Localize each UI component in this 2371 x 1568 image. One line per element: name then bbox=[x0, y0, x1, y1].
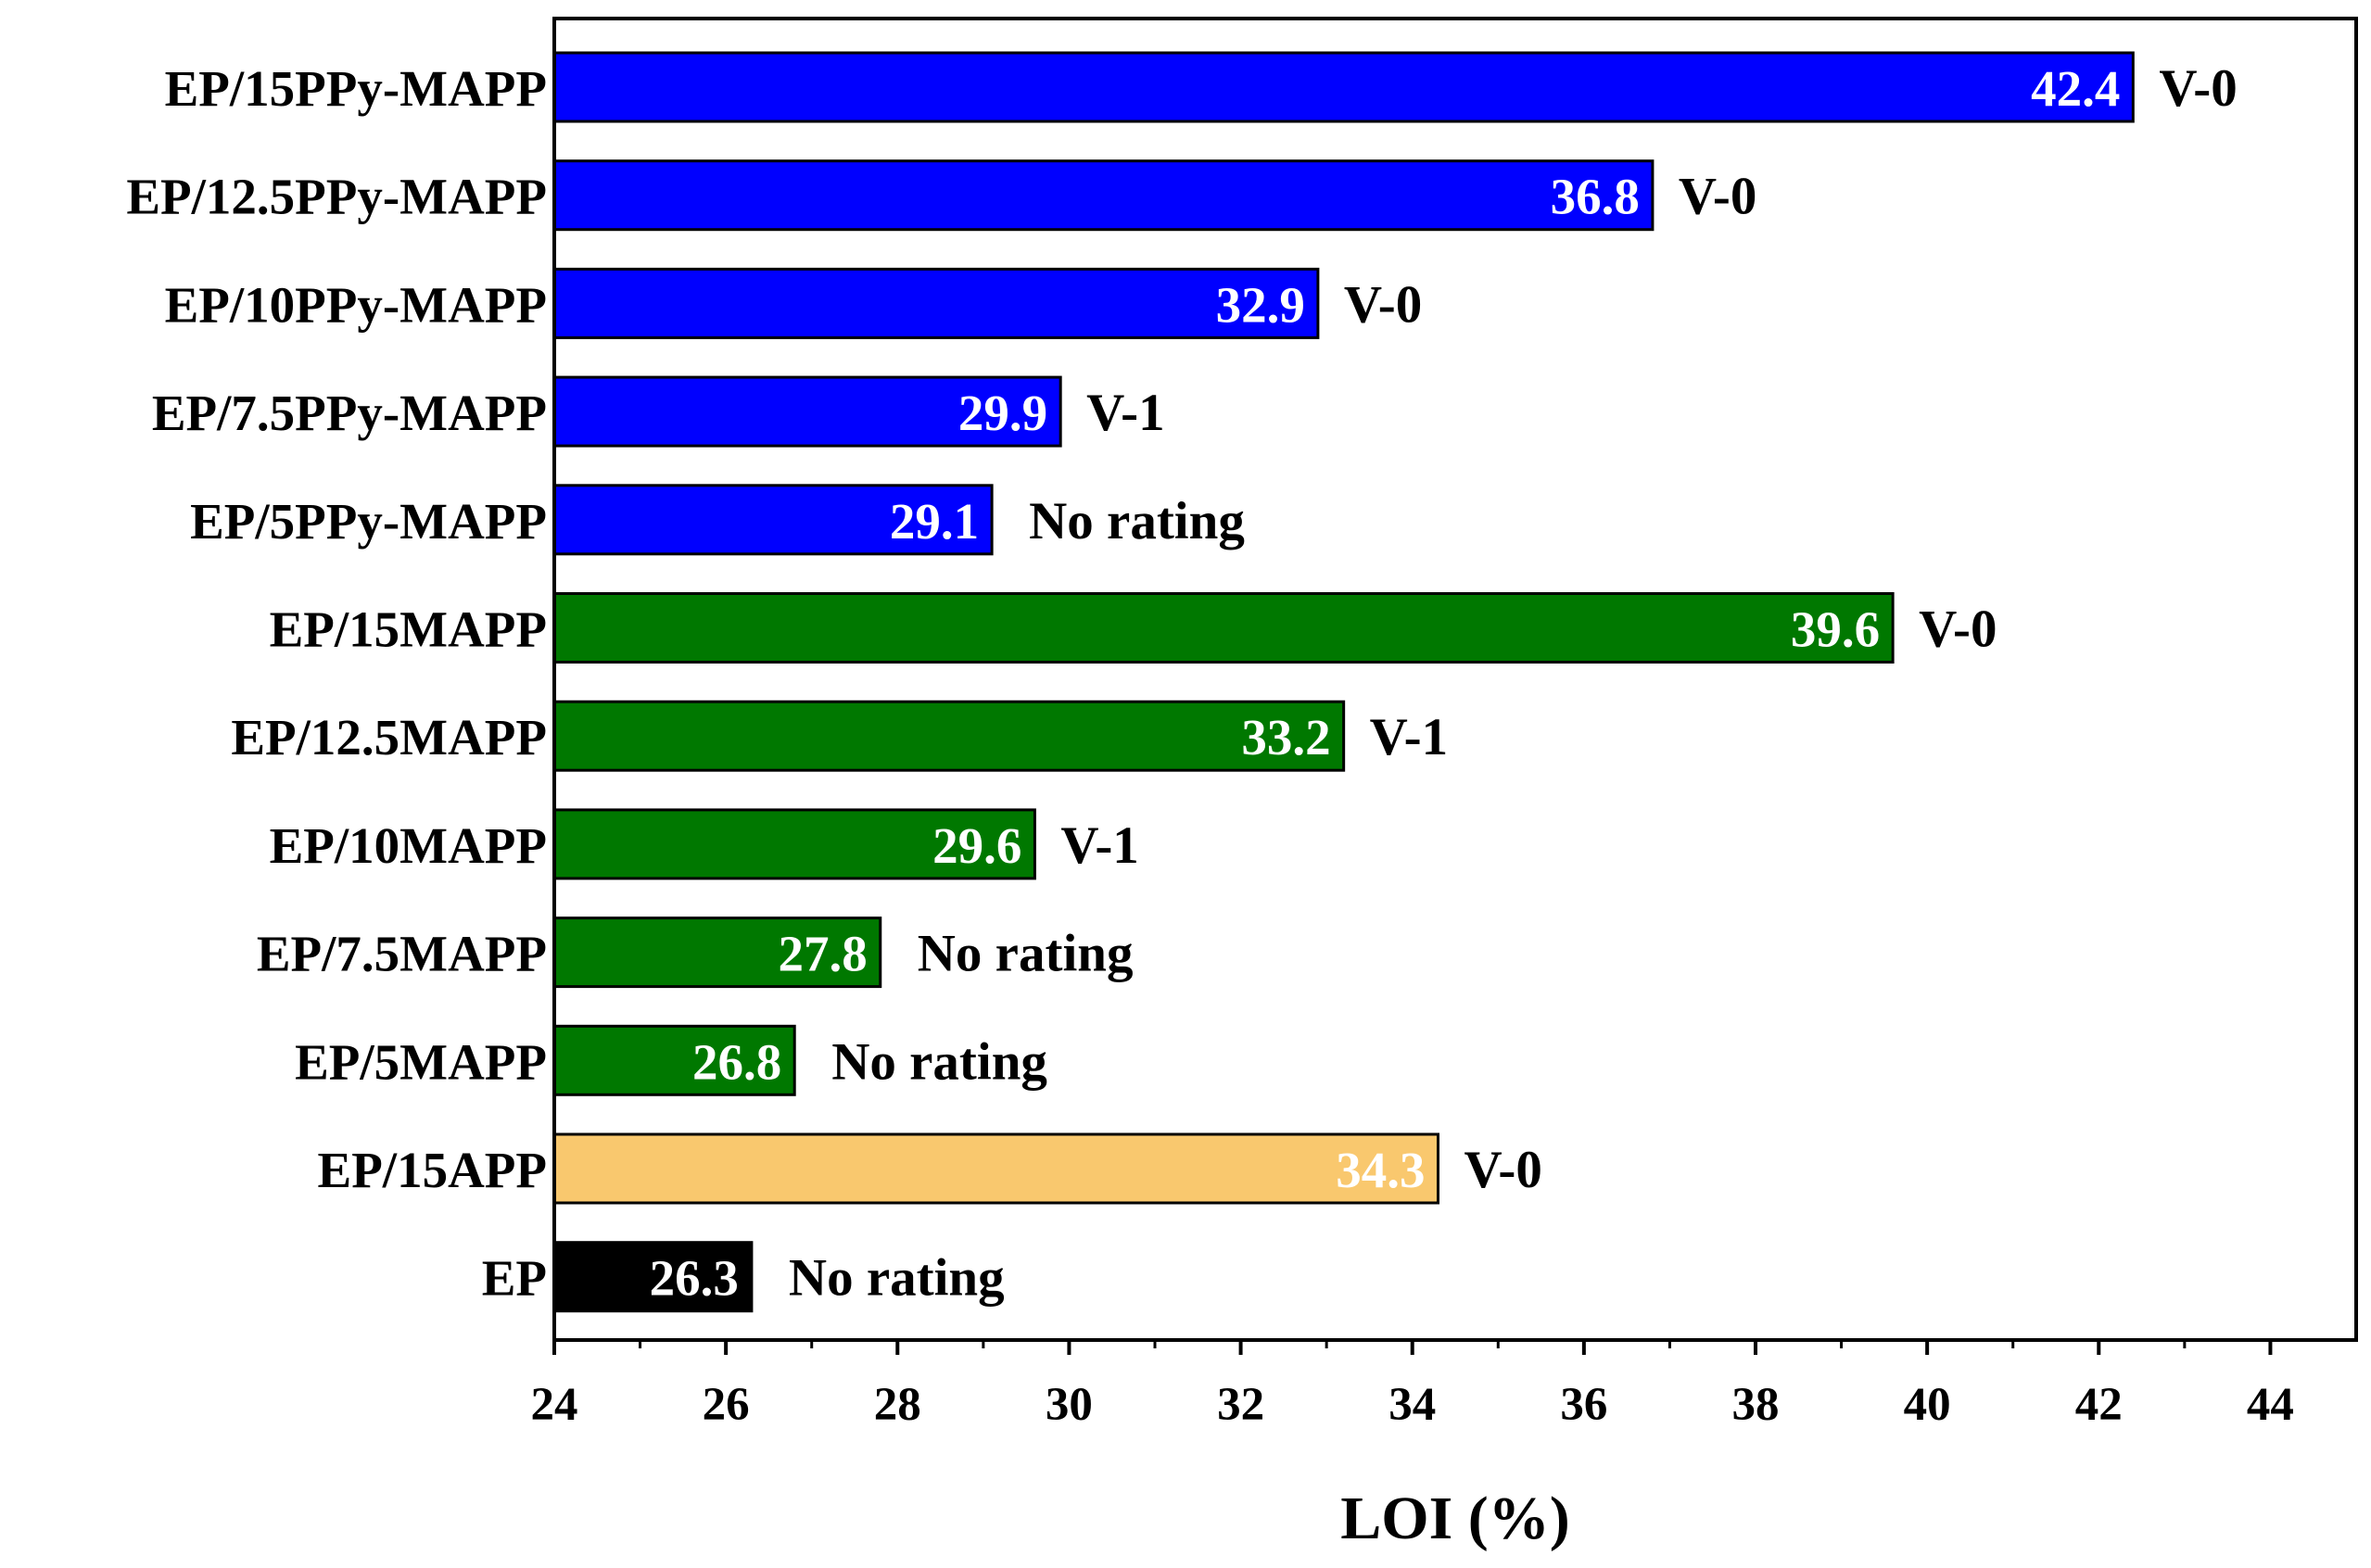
category-label: EP/7.5MAPP bbox=[257, 926, 547, 982]
bar-ep-15app bbox=[552, 1132, 1439, 1205]
category-label: EP/5MAPP bbox=[295, 1033, 547, 1090]
rating-label: No rating bbox=[918, 925, 1134, 983]
x-tick-label: 30 bbox=[1046, 1379, 1093, 1431]
rating-label: V-1 bbox=[1086, 384, 1164, 442]
rating-label: V-0 bbox=[1679, 168, 1756, 226]
x-tick-label: 42 bbox=[2075, 1379, 2123, 1431]
x-tick-label: 38 bbox=[1732, 1379, 1780, 1431]
x-tick-label: 34 bbox=[1388, 1379, 1436, 1431]
category-label: EP/15MAPP bbox=[270, 601, 547, 658]
category-label: EP/10MAPP bbox=[270, 817, 547, 874]
value-label: 26.8 bbox=[692, 1033, 781, 1090]
rating-label: V-1 bbox=[1060, 816, 1138, 875]
bar-ep-12-5mapp bbox=[552, 700, 1346, 772]
x-tick-label: 24 bbox=[531, 1379, 578, 1431]
x-tick-label: 26 bbox=[703, 1379, 750, 1431]
bar-ep-12-5ppy-mapp bbox=[552, 159, 1655, 232]
value-label: 36.8 bbox=[1551, 169, 1640, 225]
category-label: EP/12.5MAPP bbox=[231, 709, 547, 765]
rating-label: No rating bbox=[831, 1032, 1047, 1091]
bars-layer bbox=[552, 51, 2135, 1313]
x-axis-title: LOI (%) bbox=[1340, 1485, 1570, 1552]
bar-ep-15mapp bbox=[552, 592, 1895, 664]
value-label: 34.3 bbox=[1336, 1142, 1425, 1198]
rating-label: V-0 bbox=[1919, 601, 1997, 659]
x-tick-label: 32 bbox=[1217, 1379, 1264, 1431]
category-label: EP/10PPy-MAPP bbox=[165, 276, 547, 333]
bar-ep-5mapp bbox=[552, 1024, 796, 1096]
category-label: EP/7.5PPy-MAPP bbox=[152, 385, 547, 441]
labels-layer: EP/15PPy-MAPP 42.4 V-0 EP/12.5PPy-MAPP 36.8 V… bbox=[126, 59, 2237, 1308]
value-label: 29.1 bbox=[890, 493, 979, 550]
rating-label: V-0 bbox=[1344, 275, 1422, 334]
rating-label: No rating bbox=[1029, 492, 1245, 550]
x-tick-label: 40 bbox=[1904, 1379, 1951, 1431]
bar-ep-5ppy-mapp bbox=[552, 484, 994, 556]
value-label: 39.6 bbox=[1791, 601, 1880, 658]
bar-ep-10ppy-mapp bbox=[552, 267, 1320, 339]
value-label: 29.6 bbox=[932, 817, 1021, 874]
category-label: EP bbox=[482, 1250, 547, 1307]
x-tick-label: 44 bbox=[2247, 1379, 2294, 1431]
category-label: EP/12.5PPy-MAPP bbox=[126, 169, 547, 225]
value-label: 29.9 bbox=[958, 385, 1047, 441]
value-label: 33.2 bbox=[1241, 709, 1330, 765]
bar-ep bbox=[552, 1241, 754, 1313]
x-axis: 24 26 28 30 32 34 36 38 40 42 44 bbox=[531, 1340, 2294, 1431]
value-label: 26.3 bbox=[650, 1250, 739, 1307]
category-label: EP/15APP bbox=[318, 1142, 547, 1198]
bar-ep-15ppy-mapp bbox=[552, 51, 2135, 123]
rating-label: V-0 bbox=[1464, 1141, 1541, 1199]
value-label: 27.8 bbox=[779, 926, 868, 982]
x-tick-label: 36 bbox=[1560, 1379, 1607, 1431]
value-label: 42.4 bbox=[2031, 60, 2120, 117]
rating-label: V-1 bbox=[1370, 708, 1448, 766]
bar-ep-7-5ppy-mapp bbox=[552, 375, 1062, 448]
category-label: EP/5PPy-MAPP bbox=[190, 493, 547, 550]
plot-frame bbox=[552, 17, 2358, 1342]
rating-label: V-0 bbox=[2159, 59, 2237, 118]
value-label: 32.9 bbox=[1216, 276, 1305, 333]
category-label: EP/15PPy-MAPP bbox=[165, 60, 547, 117]
x-tick-label: 28 bbox=[874, 1379, 921, 1431]
rating-label: No rating bbox=[789, 1249, 1005, 1308]
